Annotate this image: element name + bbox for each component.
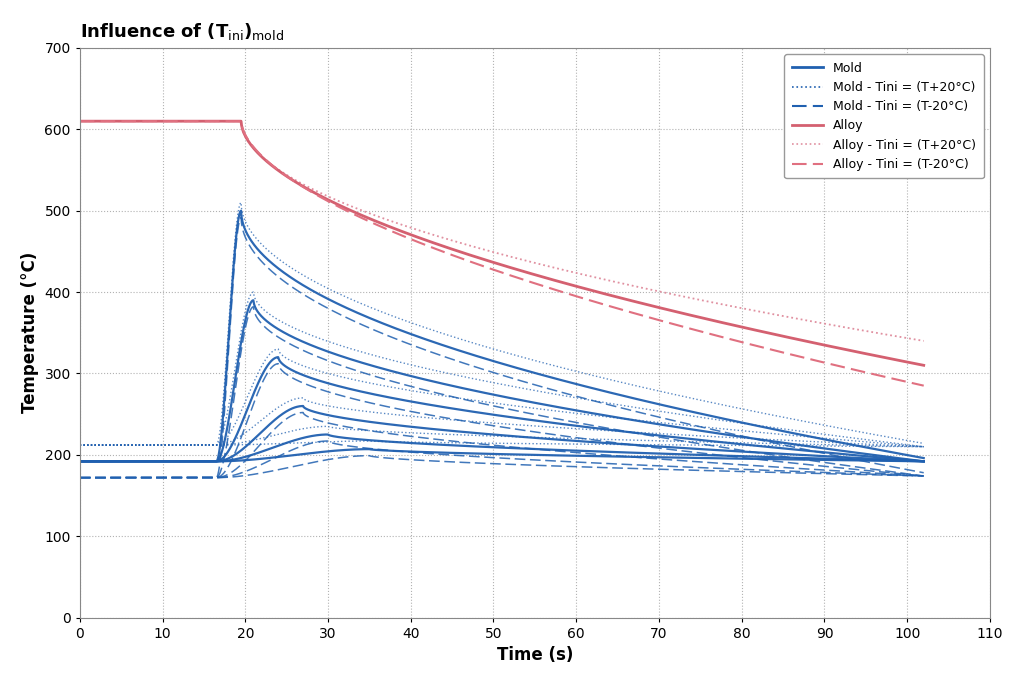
Y-axis label: Temperature (°C): Temperature (°C) bbox=[20, 252, 39, 413]
X-axis label: Time (s): Time (s) bbox=[497, 646, 573, 664]
Legend: Mold, Mold - Tini = (T+20°C), Mold - Tini = (T-20°C), Alloy, Alloy - Tini = (T+2: Mold, Mold - Tini = (T+20°C), Mold - Tin… bbox=[784, 54, 984, 179]
Text: Influence of (T$_{\rm ini}$)$_{\rm mold}$: Influence of (T$_{\rm ini}$)$_{\rm mold}… bbox=[80, 21, 284, 42]
